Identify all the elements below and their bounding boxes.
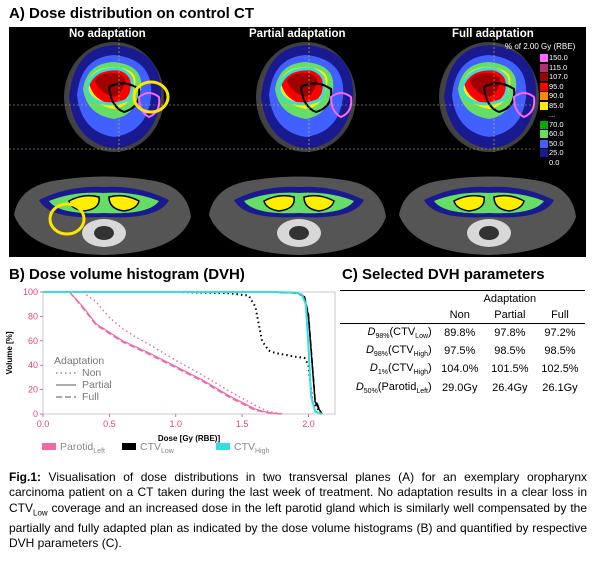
colorscale-label: 85.0 <box>549 100 564 110</box>
dvh-line-series <box>82 291 283 415</box>
param-value: 102.5% <box>541 363 579 376</box>
lower-view-no-adaptation <box>14 176 191 255</box>
legend-adaptation-title: Adaptation <box>54 355 104 367</box>
dvh-line-series <box>68 291 282 415</box>
colorscale-swatch <box>540 149 548 157</box>
colorscale-label: 50.0 <box>549 138 564 148</box>
colorscale-label: 115.0 <box>549 62 568 72</box>
colorscale-label: ... <box>549 110 556 119</box>
param-value: 101.5% <box>491 363 529 376</box>
param-value: 26.4Gy <box>492 381 528 394</box>
colorscale-swatch <box>540 63 548 72</box>
param-value: 29.0Gy <box>442 381 478 394</box>
legend-structure-swatch <box>216 443 230 450</box>
table-row: D98%(CTVHigh) 97.5% 98.5% 98.5% <box>340 342 585 360</box>
colorscale-label: 25.0 <box>549 148 564 157</box>
dvh-line-series <box>43 291 323 415</box>
colorscale-swatch <box>540 54 548 62</box>
upper-view-no-adaptation <box>64 42 170 152</box>
caption-text-1: Visualisation of dose distributions in t… <box>9 470 587 515</box>
caption-text-2: coverage and an increased dose in the le… <box>9 500 587 551</box>
colorscale-swatch <box>540 158 548 167</box>
caption-label: Fig.1: <box>9 470 41 484</box>
ct-dose-images <box>9 27 576 255</box>
colorscale-swatch <box>540 73 548 81</box>
colorscale-label: 70.0 <box>549 119 564 129</box>
colorscale-label: 107.0 <box>549 72 568 81</box>
param-value: 26.1Gy <box>542 381 578 394</box>
param-value: 104.0% <box>441 363 479 376</box>
legend-structure-label: CTVLow <box>140 441 175 455</box>
param-value: 89.8% <box>444 327 476 340</box>
param-label: D98%(CTVHigh) <box>365 344 432 359</box>
param-value: 98.5% <box>494 345 526 358</box>
colorscale-swatch <box>540 120 548 129</box>
x-tick-label: 2.0 <box>302 419 315 429</box>
colorscale-swatch <box>540 101 548 110</box>
panel-a-title: A) Dose distribution on control CT <box>9 5 254 22</box>
ct-image-panel: No adaptation Partial adaptation Full ad… <box>9 27 586 257</box>
colorscale-swatch <box>540 111 548 119</box>
colorscale-swatch <box>540 130 548 138</box>
legend-structure-label: CTVHigh <box>234 441 270 455</box>
legend-adaptation-item: Non <box>82 367 101 379</box>
adaptation-group-header: Adaptation <box>483 293 537 305</box>
x-tick-label: 1.0 <box>169 419 182 429</box>
y-tick-label: 20 <box>28 385 38 395</box>
table-row: D50%(ParotidLeft) 29.0Gy 26.4Gy 26.1Gy <box>340 379 585 397</box>
upper-view-full <box>439 42 539 152</box>
y-tick-label: 100 <box>23 287 38 297</box>
col-header-non: Non <box>449 309 470 321</box>
figure-caption: Fig.1: Visualisation of dose distributio… <box>9 470 587 551</box>
lower-view-partial <box>209 176 386 255</box>
col-header-full: Full <box>551 309 569 321</box>
x-axis-label: Dose [Gy (RBE)] <box>158 434 221 443</box>
column-label-full: Full adaptation <box>452 28 534 40</box>
col-header-partial: Partial <box>494 309 526 321</box>
table-row: D98%(CTVLow) 89.8% 97.8% 97.2% <box>340 323 585 343</box>
y-tick-label: 80 <box>28 311 38 321</box>
x-tick-label: 1.5 <box>236 419 249 429</box>
legend-adaptation-item: Full <box>82 391 99 403</box>
y-tick-label: 40 <box>28 360 38 370</box>
legend-structure-label: ParotidLeft <box>60 441 105 455</box>
param-value: 97.8% <box>494 327 526 340</box>
x-tick-label: 0.0 <box>37 419 50 429</box>
table-row: D1%(CTVHigh) 104.0% 101.5% 102.5% <box>340 360 585 378</box>
colorscale-label: 150.0 <box>549 53 568 62</box>
legend-adaptation-item: Partial <box>82 379 112 391</box>
lower-view-full <box>399 176 576 255</box>
legend-structure-swatch <box>42 443 56 450</box>
y-tick-label: 0 <box>33 409 38 419</box>
param-label: D98%(CTVLow) <box>367 326 432 341</box>
param-label: D1%(CTVHigh) <box>369 362 432 377</box>
upper-view-partial <box>256 42 356 152</box>
colorscale-label: 90.0 <box>549 91 564 100</box>
panel-a: A) Dose distribution on control CT <box>0 0 595 260</box>
y-tick-label: 60 <box>28 336 38 346</box>
column-label-no-adaptation: No adaptation <box>69 28 146 40</box>
panel-b-title: B) Dose volume histogram (DVH) <box>9 266 245 283</box>
colorscale-swatch <box>540 92 548 100</box>
caption-sub-low: Low <box>33 508 48 518</box>
param-value: 97.5% <box>444 345 476 358</box>
dvh-line-series <box>43 291 323 415</box>
x-tick-label: 0.5 <box>103 419 116 429</box>
dvh-parameters-table: Adaptation Non Partial Full D98%(CTVLow)… <box>340 290 585 397</box>
panel-c-title: C) Selected DVH parameters <box>342 266 545 283</box>
dvh-chart: 0 20 40 60 80 100 0.0 0.5 1.0 1.5 2.0 Dose [Gy (RBE… <box>5 287 336 455</box>
legend-structure-swatch <box>122 443 136 450</box>
param-label: D50%(ParotidLeft) <box>355 380 432 395</box>
column-label-partial: Partial adaptation <box>249 28 346 40</box>
colorscale-swatch <box>540 82 548 91</box>
param-value: 97.2% <box>544 327 576 340</box>
param-value: 98.5% <box>544 345 576 358</box>
colorscale-title: % of 2.00 Gy (RBE) <box>505 42 576 51</box>
colorscale-swatch <box>540 139 548 148</box>
colorscale-label: 60.0 <box>549 129 564 138</box>
y-axis-label: Volume [%] <box>5 331 14 374</box>
colorscale-label: 0.0 <box>549 157 560 167</box>
colorscale-label: 95.0 <box>549 81 564 91</box>
dvh-line-series <box>69 291 282 415</box>
